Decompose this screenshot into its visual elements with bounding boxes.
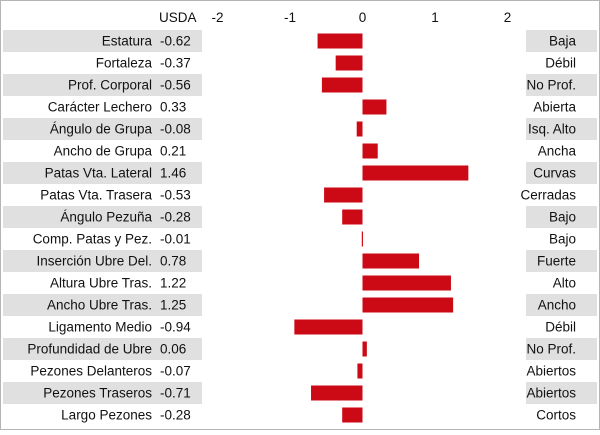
direction-label: Ancha xyxy=(538,144,577,159)
trait-label: Fortaleza xyxy=(96,56,153,71)
x-tick-label: -2 xyxy=(211,10,223,25)
direction-label: Bajo xyxy=(549,210,576,225)
trait-label: Altura Ubre Tras. xyxy=(50,276,152,291)
bar xyxy=(362,143,378,159)
value-label: 1.25 xyxy=(160,298,186,313)
bar xyxy=(335,55,363,71)
trait-label: Ancho de Grupa xyxy=(54,144,153,159)
bar xyxy=(294,319,363,335)
row-stripe-left xyxy=(3,294,202,316)
value-label: 0.33 xyxy=(160,100,186,115)
direction-label: Alto xyxy=(553,276,576,291)
trait-label: Comp. Patas y Pez. xyxy=(33,232,152,247)
direction-label: No Prof. xyxy=(526,342,576,357)
trait-label: Prof. Corporal xyxy=(68,78,152,93)
row-stripe-left xyxy=(3,162,202,184)
row-stripe-right xyxy=(526,294,597,316)
bar xyxy=(361,231,363,247)
bar xyxy=(321,77,363,93)
trait-label: Profundidad de Ubre xyxy=(27,342,152,357)
direction-label: Cerradas xyxy=(520,188,576,203)
value-label: 0.06 xyxy=(160,342,186,357)
bar xyxy=(342,407,363,423)
value-label: -0.07 xyxy=(160,364,191,379)
direction-label: Ancho xyxy=(538,298,576,313)
value-label: 1.22 xyxy=(160,276,186,291)
direction-label: Abierta xyxy=(533,100,576,115)
trait-label: Inserción Ubre Del. xyxy=(36,254,152,269)
row-stripe-right xyxy=(526,74,597,96)
bar xyxy=(356,121,363,137)
row-stripe-right xyxy=(526,30,597,52)
x-tick-label: 1 xyxy=(431,10,439,25)
trait-label: Patas Vta. Trasera xyxy=(40,188,152,203)
bar xyxy=(324,187,363,203)
row-stripe-right xyxy=(526,338,597,360)
trait-label: Estatura xyxy=(102,34,153,49)
bar xyxy=(311,385,363,401)
row-stripe-left xyxy=(3,74,202,96)
direction-label: Fuerte xyxy=(537,254,576,269)
row-stripe-left xyxy=(3,382,202,404)
row-stripe-left xyxy=(3,250,202,272)
direction-label: Débil xyxy=(545,56,576,71)
trait-label: Ligamento Medio xyxy=(48,320,152,335)
value-label: -0.71 xyxy=(160,386,191,401)
value-column-header: USDA xyxy=(159,10,197,25)
value-label: -0.01 xyxy=(160,232,191,247)
bar xyxy=(357,363,363,379)
row-stripe-right xyxy=(526,250,597,272)
direction-label: Bajo xyxy=(549,232,576,247)
bar xyxy=(362,165,469,181)
value-label: -0.28 xyxy=(160,210,191,225)
value-label: 0.78 xyxy=(160,254,186,269)
bar xyxy=(362,341,367,357)
direction-label: Isq. Alto xyxy=(528,122,576,137)
bar xyxy=(362,275,451,291)
direction-label: Cortos xyxy=(536,408,576,423)
row-stripe-right xyxy=(526,382,597,404)
bar xyxy=(362,99,387,115)
row-stripe-right xyxy=(526,206,597,228)
direction-label: Abiertos xyxy=(526,386,576,401)
trait-label: Largo Pezones xyxy=(61,408,152,423)
trait-label: Carácter Lechero xyxy=(48,100,152,115)
trait-label: Patas Vta. Lateral xyxy=(45,166,152,181)
value-label: -0.08 xyxy=(160,122,191,137)
trait-label: Ancho Ubre Tras. xyxy=(47,298,152,313)
row-stripe-left xyxy=(3,30,202,52)
row-stripe-right xyxy=(526,118,597,140)
trait-label: Pezones Traseros xyxy=(43,386,152,401)
x-tick-label: 2 xyxy=(504,10,512,25)
bar xyxy=(317,33,363,49)
value-label: 1.46 xyxy=(160,166,186,181)
direction-label: No Prof. xyxy=(526,78,576,93)
bar xyxy=(342,209,363,225)
value-label: -0.62 xyxy=(160,34,191,49)
x-tick-label: 0 xyxy=(359,10,367,25)
x-tick-label: -1 xyxy=(284,10,296,25)
bar xyxy=(362,297,454,313)
row-stripe-left xyxy=(3,118,202,140)
value-label: -0.94 xyxy=(160,320,191,335)
direction-label: Curvas xyxy=(533,166,576,181)
row-stripe-left xyxy=(3,338,202,360)
value-label: 0.21 xyxy=(160,144,186,159)
direction-label: Débil xyxy=(545,320,576,335)
direction-label: Baja xyxy=(549,34,577,49)
bar xyxy=(362,253,420,269)
direction-label: Abiertos xyxy=(526,364,576,379)
row-stripe-left xyxy=(3,206,202,228)
value-label: -0.28 xyxy=(160,408,191,423)
row-stripe-right xyxy=(526,162,597,184)
trait-label: Ángulo Pezuña xyxy=(60,210,152,225)
trait-label: Pezones Delanteros xyxy=(30,364,152,379)
value-label: -0.37 xyxy=(160,56,191,71)
value-label: -0.53 xyxy=(160,188,191,203)
value-label: -0.56 xyxy=(160,78,191,93)
trait-label: Ángulo de Grupa xyxy=(50,122,153,137)
